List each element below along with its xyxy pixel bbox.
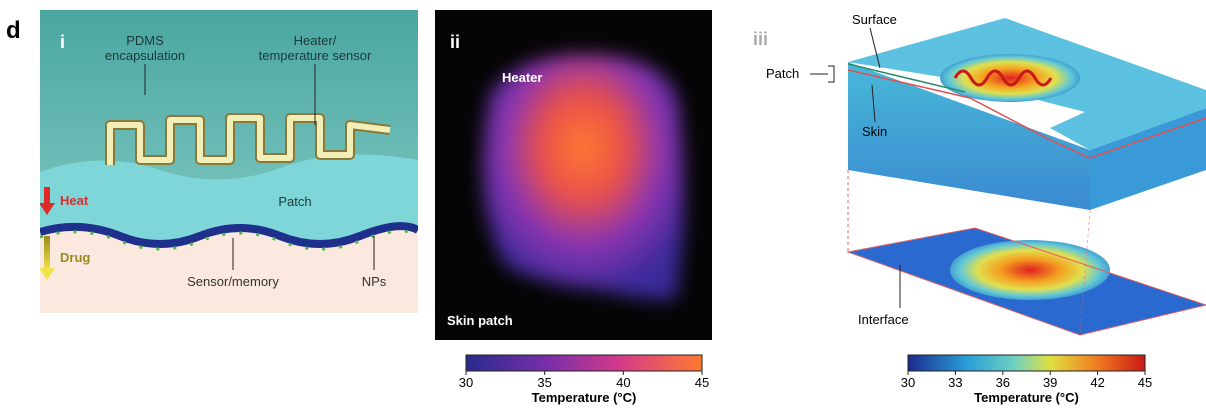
tick-label: 30: [901, 375, 915, 390]
figure: d i PDMS encapsulation Heater/ temperatu…: [0, 0, 1206, 407]
label: Heater: [502, 70, 542, 85]
panel-ii: ii Heater Skin patch: [435, 10, 712, 340]
tick-label: 45: [695, 375, 709, 390]
label: encapsulation: [105, 48, 185, 63]
colorbar: [908, 355, 1145, 371]
tick-label: 42: [1090, 375, 1104, 390]
tick-label: 39: [1043, 375, 1057, 390]
panel-label: iii: [753, 29, 768, 49]
label: Sensor/memory: [187, 274, 279, 289]
label: temperature sensor: [259, 48, 372, 63]
label: NPs: [362, 274, 387, 289]
colorbar: [466, 355, 702, 371]
colorbar-title: Temperature (°C): [974, 390, 1079, 405]
panel-iii: iii Surface Patch Skin Interface: [753, 12, 1206, 335]
panel-label: ii: [450, 32, 460, 52]
label: Patch: [766, 66, 799, 81]
label: Interface: [858, 312, 909, 327]
tick-label: 45: [1138, 375, 1152, 390]
label: Surface: [852, 12, 897, 27]
label: Skin patch: [447, 313, 513, 328]
page: {"figure_label": "d", "panel_i": {"label…: [0, 0, 1206, 412]
label: Drug: [60, 250, 90, 265]
label: PDMS: [126, 33, 164, 48]
label: Heat: [60, 193, 89, 208]
tick-label: 30: [459, 375, 473, 390]
tick-label: 33: [948, 375, 962, 390]
panel-label: i: [60, 32, 65, 52]
tick-label: 36: [996, 375, 1010, 390]
tick-label: 40: [616, 375, 630, 390]
label: Patch: [278, 194, 311, 209]
label: Heater/: [294, 33, 337, 48]
colorbar-title: Temperature (°C): [532, 390, 637, 405]
tick-label: 35: [537, 375, 551, 390]
label: Skin: [862, 124, 887, 139]
figure-label: d: [6, 17, 21, 44]
